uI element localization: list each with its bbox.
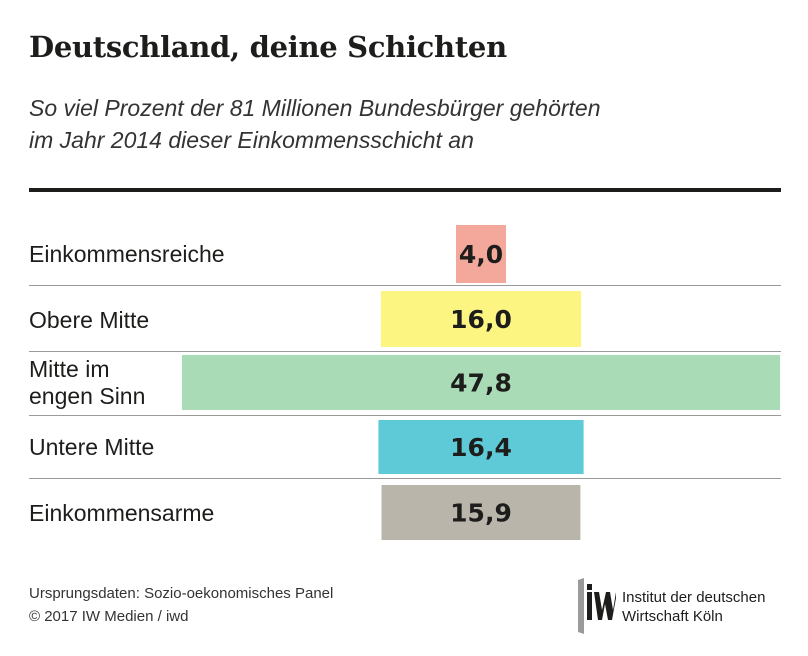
source-line-1: Ursprungsdaten: Sozio-oekonomisches Pane…	[29, 585, 334, 602]
bar-value-label-3: 16,4	[450, 433, 512, 462]
bar-0	[456, 225, 506, 283]
bar-4	[381, 485, 581, 540]
category-label-obere-mitte: Obere Mitte	[29, 307, 150, 333]
category-label-untere-mitte: Untere Mitte	[29, 434, 155, 460]
logo-line-1: Institut der deutschen	[622, 589, 766, 606]
chart-subtitle: So viel Prozent der 81 Millionen Bundesb…	[29, 92, 789, 156]
row-separator	[29, 285, 781, 286]
bar-value-label-0: 4,0	[459, 240, 503, 269]
bar-value-label-4: 15,9	[450, 499, 512, 528]
category-label-einkommensarme: Einkommensarme	[29, 500, 215, 526]
bar-2	[182, 355, 780, 410]
source-line-2: © 2017 IW Medien / iwd	[29, 608, 189, 625]
logo-line-2: Wirtschaft Köln	[622, 608, 723, 625]
bar-value-label-1: 16,0	[450, 305, 512, 334]
row-separator	[29, 478, 781, 479]
category-label-line: Mitte im	[29, 356, 110, 382]
category-label-line: engen Sinn	[29, 383, 146, 409]
chart-title: Deutschland, deine Schichten	[29, 30, 507, 64]
bar-3	[378, 420, 584, 474]
bar-1	[380, 291, 582, 347]
category-label-einkommensreiche: Einkommensreiche	[29, 241, 225, 267]
category-label-mitte-im-engen-sinn: Mitte im engen Sinn	[29, 356, 145, 410]
row-separator	[29, 351, 781, 352]
subtitle-line-2: im Jahr 2014 dieser Einkommensschicht an	[29, 127, 474, 153]
bar-value-label-2: 47,8	[450, 369, 512, 398]
row-separator	[29, 415, 781, 416]
subtitle-line-1: So viel Prozent der 81 Millionen Bundesb…	[29, 95, 601, 121]
logo-text: Institut der deutschen Wirtschaft Köln	[622, 588, 765, 626]
iw-logo: Institut der deutschen Wirtschaft Köln	[578, 578, 790, 634]
header-divider	[29, 188, 781, 192]
iw-logo-mark	[578, 578, 616, 634]
source-note: Ursprungsdaten: Sozio-oekonomisches Pane…	[29, 582, 333, 628]
